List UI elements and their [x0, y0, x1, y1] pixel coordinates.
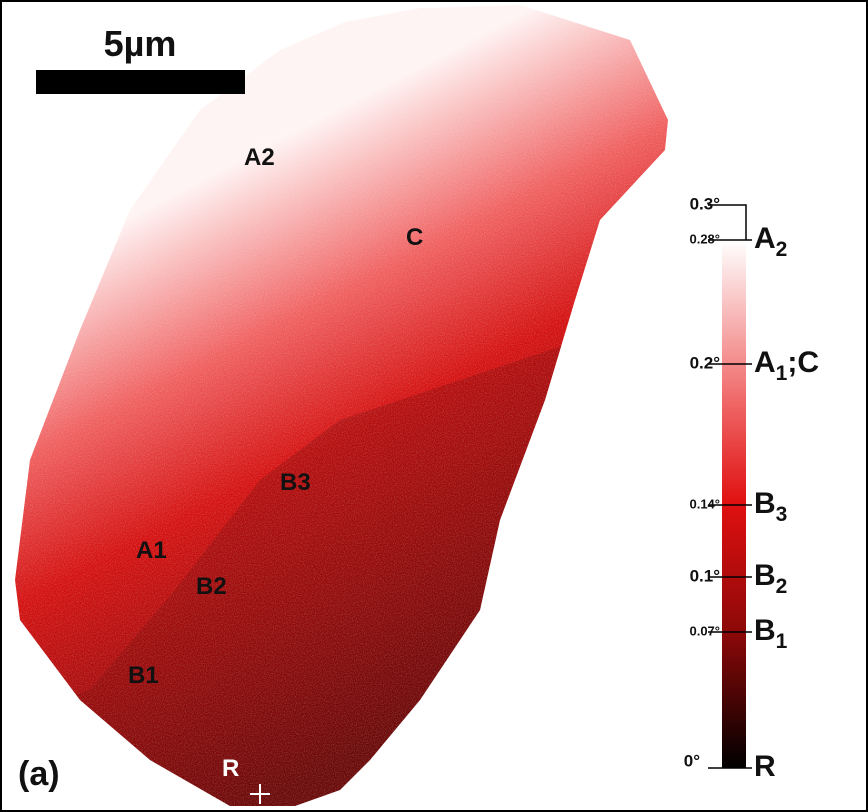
point-label: B1	[128, 662, 159, 689]
point-label: B2	[196, 573, 227, 600]
grain-map	[15, 5, 668, 806]
panel-label: (a)	[18, 755, 60, 793]
scale-label: 5µm	[104, 23, 177, 64]
tick-label: 0.28°	[689, 231, 720, 246]
tick-label: 0.2°	[690, 353, 721, 372]
point-label: C	[406, 224, 423, 251]
origin-cross	[250, 784, 270, 804]
point-label: A1	[136, 537, 167, 564]
colorbar-ticks	[708, 204, 752, 769]
colorbar	[722, 240, 746, 768]
bar-label: B1	[754, 614, 788, 653]
bar-label: B3	[754, 487, 787, 526]
tick-label: 0.1°	[690, 566, 721, 585]
scale-bar	[36, 70, 245, 94]
bar-label: B2	[754, 559, 787, 598]
point-label: B3	[280, 469, 311, 496]
tick-label: 0.3°	[690, 194, 721, 213]
point-label: A2	[244, 144, 275, 171]
tick-label: 0.14°	[689, 496, 720, 511]
point-label: R	[222, 755, 239, 782]
bar-label: A2	[754, 222, 787, 261]
tick-label: 0°	[684, 751, 700, 770]
tick-label: 0.07°	[689, 623, 720, 638]
bar-label: R	[754, 750, 776, 783]
bar-label: A1;C	[754, 346, 819, 385]
